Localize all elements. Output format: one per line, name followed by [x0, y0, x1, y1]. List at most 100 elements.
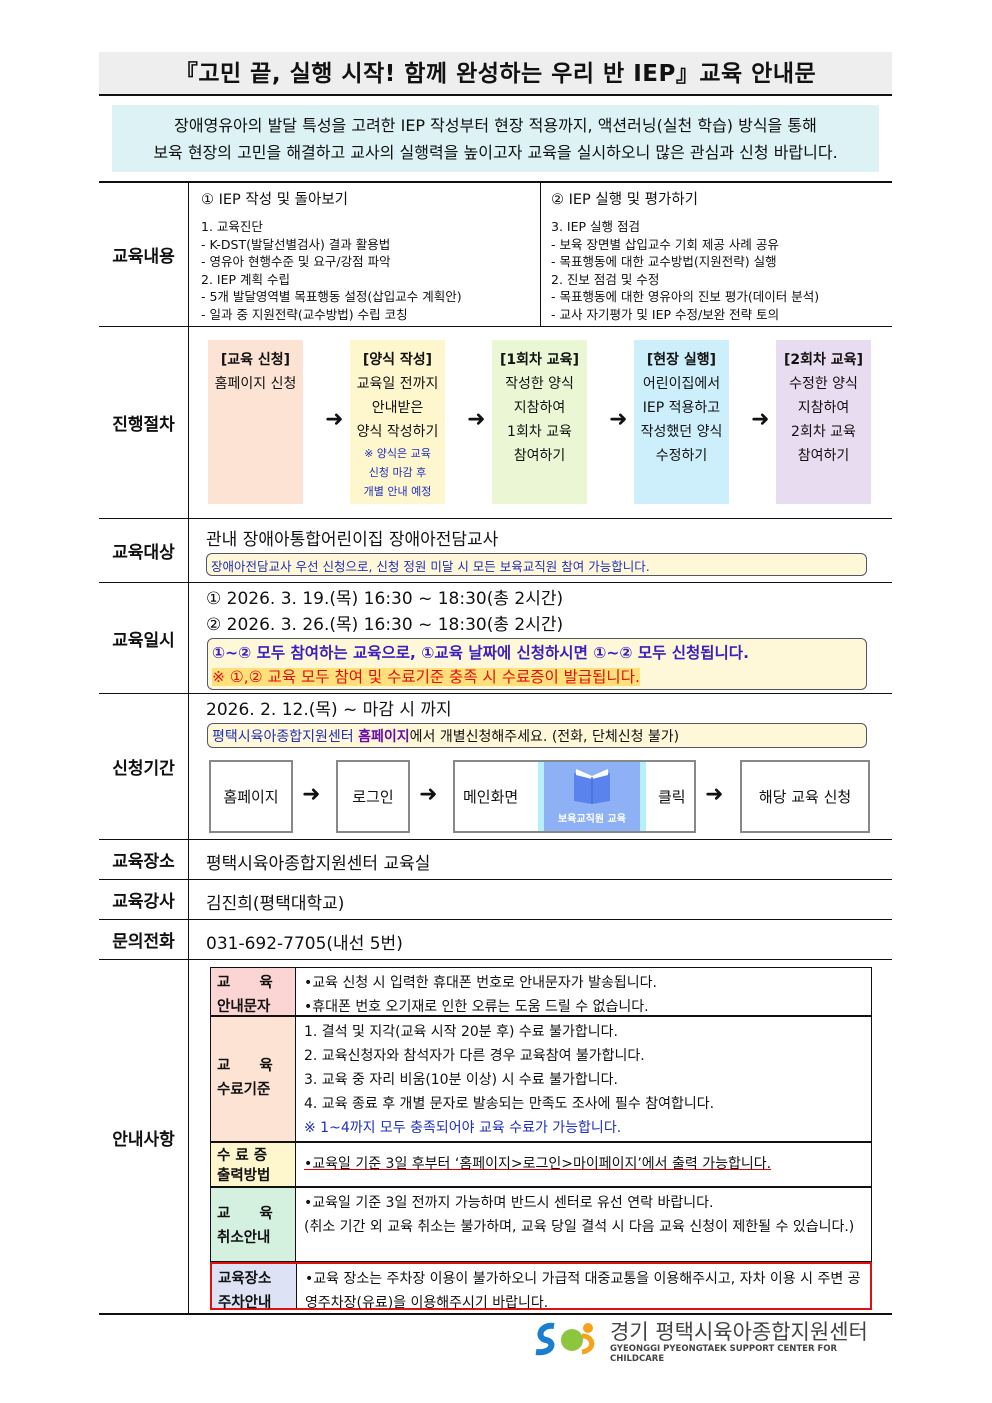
- notice-label: 수 료 증 출력방법: [211, 1143, 296, 1186]
- step-title: [2회차 교육]: [784, 352, 863, 368]
- notice-label: 교 육 안내문자: [211, 968, 296, 1015]
- part-heading: ① IEP 작성 및 돌아보기: [201, 192, 348, 208]
- step-line: IEP 적용하고: [642, 400, 721, 416]
- row-schedule: 교육일시 ① 2026. 3. 19.(목) 16:30 ~ 18:30(총 2…: [99, 583, 892, 694]
- step-homepage: 홈페이지: [209, 760, 293, 833]
- step-note: ※ 양식은 교육: [364, 447, 431, 460]
- notice-sms: 교 육 안내문자 •교육 신청 시 입력한 휴대폰 번호로 안내문자가 발송됩니다…: [210, 967, 872, 1016]
- row-lecturer: 교육강사 김진희(평택대학교): [99, 880, 892, 920]
- arrow-icon: ➜: [705, 782, 724, 807]
- notice-parking: 교육장소 주차안내 •교육 장소는 주차장 이용이 불가하오니 가급적 대중교통을…: [210, 1262, 872, 1311]
- homepage-text: 홈페이지: [358, 729, 410, 745]
- notice-label: 교 육 취소안내: [211, 1188, 296, 1261]
- step-line: 수정한 양식: [789, 376, 858, 392]
- content-part2: ② IEP 실행 및 평가하기 3. IEP 실행 점검 - 보육 장면별 삽입…: [541, 183, 892, 326]
- intro-line: 장애영유아의 발달 특성을 고려한 IEP 작성부터 현장 적용까지, 액션러닝…: [174, 116, 817, 135]
- banner-label: 보육교직원 교육: [558, 814, 626, 825]
- step-line: 지참하여: [797, 400, 850, 416]
- step-click-label: 클릭: [658, 788, 686, 806]
- process-step: [1회차 교육] 작성한 양식 지참하여 1회차 교육 참여하기: [492, 340, 587, 504]
- target-text: 관내 장애아통합어린이집 장애아전담교사: [206, 530, 499, 550]
- part-line: - 목표행동에 대한 영유아의 진보 평가(데이터 분석): [551, 289, 820, 304]
- step-line: 1회차 교육: [507, 424, 572, 440]
- intro-box: 장애영유아의 발달 특성을 고려한 IEP 작성부터 현장 적용까지, 액션러닝…: [112, 105, 879, 172]
- notice-content: •교육 신청 시 입력한 휴대폰 번호로 안내문자가 발송됩니다. •휴대폰 번호…: [304, 975, 657, 1015]
- row-process: 진행절차 [교육 신청] 홈페이지 신청 ➜ [양식 작성] 교육일 전까지 안내받은 양식…: [99, 327, 892, 519]
- step-line: 어린이집에서: [642, 376, 721, 392]
- place-text: 평택시육아종합지원센터 교육실: [206, 854, 431, 874]
- arrow-icon: ➜: [419, 782, 438, 807]
- center-name: 평택시육아종합지원센터: [212, 729, 359, 745]
- notice-cancel: 교 육 취소안내 •교육일 기준 3일 전까지 가능하며 반드시 센터로 유선 연…: [210, 1187, 872, 1262]
- step-login: 로그인: [336, 760, 410, 833]
- part-line: - 일과 중 지원전략(교수방법) 수립 코칭: [201, 306, 408, 322]
- row-label: 교육일시: [99, 583, 189, 693]
- notice-certificate: 수 료 증 출력방법 •교육일 기준 3일 후부터 ‘홈페이지>로그인>마이페이지…: [210, 1142, 872, 1187]
- info-table: 교육내용 ① IEP 작성 및 돌아보기 1. 교육진단 - K-DST(발달선…: [99, 181, 892, 1315]
- notice-completion: 교 육 수료기준 1. 결석 및 지각(교육 시작 20분 후) 수료 불가합니다…: [210, 1016, 872, 1142]
- notice-content: •교육일 기준 3일 후부터 ‘홈페이지>로그인>마이페이지’에서 출력 가능합…: [304, 1156, 772, 1172]
- part-line: - 교사 자기평가 및 IEP 수정/보완 전략 토의: [551, 306, 780, 322]
- notice-content: •교육 장소는 주차장 이용이 불가하오니 가급적 대중교통을 이용해주시고, …: [305, 1271, 861, 1311]
- apply-note-rest: 에서 개별신청해주세요. (전화, 단체신청 불가): [409, 729, 680, 745]
- step-title: [1회차 교육]: [500, 352, 579, 368]
- step-title: [교육 신청]: [220, 352, 291, 368]
- arrow-icon: ➜: [609, 407, 628, 432]
- row-target: 교육대상 관내 장애아통합어린이집 장애아전담교사 장애아전담교사 우선 신청으…: [99, 519, 892, 583]
- step-line: 참여하기: [797, 448, 850, 464]
- step-note: 신청 마감 후: [368, 466, 427, 479]
- step-line: 양식 작성하기: [356, 424, 439, 440]
- row-content: 교육내용 ① IEP 작성 및 돌아보기 1. 교육진단 - K-DST(발달선…: [99, 183, 892, 327]
- row-label: 문의전화: [99, 920, 189, 959]
- target-note: 장애아전담교사 우선 신청으로, 신청 정원 미달 시 모든 보육교직원 참여 …: [206, 553, 867, 576]
- arrow-icon: ➜: [325, 407, 344, 432]
- book-icon: [574, 769, 610, 804]
- footer-logo: 경기 평택시육아종합지원센터 GYEONGGI PYEONGTAEK SUPPO…: [532, 1318, 892, 1364]
- row-phone: 문의전화 031-692-7705(내선 5번): [99, 920, 892, 960]
- part-line: 1. 교육진단: [201, 219, 263, 234]
- row-label: 교육강사: [99, 880, 189, 919]
- part-line: 2. 진보 점검 및 수정: [551, 271, 660, 287]
- intro-line: 보육 현장의 고민을 해결하고 교사의 실행력을 높이고자 교육을 실시하오니 …: [153, 143, 838, 162]
- part-line: - 5개 발달영역별 목표행동 설정(삽입교수 계획안): [201, 289, 462, 304]
- row-label: 교육장소: [99, 840, 189, 879]
- arrow-icon: ➜: [302, 782, 321, 807]
- center-logo-icon: [535, 1322, 595, 1356]
- part-line: - 보육 장면별 삽입교수 기회 제공 사례 공유: [551, 236, 779, 252]
- step-line: 2회차 교육: [791, 424, 856, 440]
- step-note: 개별 안내 예정: [363, 485, 432, 498]
- row-apply: 신청기간 2026. 2. 12.(목) ~ 마감 시 까지 평택시육아종합지원…: [99, 694, 892, 840]
- content-part1: ① IEP 작성 및 돌아보기 1. 교육진단 - K-DST(발달선별검사) …: [189, 183, 541, 326]
- row-label: 교육내용: [99, 183, 189, 326]
- org-name-en: GYEONGGI PYEONGTAEK SUPPORT CENTER FOR C…: [610, 1344, 838, 1364]
- schedule-note-sub: ※ ①,② 교육 모두 참여 및 수료기준 충족 시 수료증이 발급됩니다.: [212, 668, 640, 686]
- step-line: 참여하기: [513, 448, 566, 464]
- row-notice: 안내사항 교 육 안내문자 •교육 신청 시 입력한 휴대폰 번호로 안내문자가 …: [99, 960, 892, 1315]
- notice-content: •교육일 기준 3일 전까지 가능하며 반드시 센터로 유선 연락 바랍니다.(…: [304, 1195, 855, 1235]
- step-line: 작성했던 양식: [640, 424, 723, 440]
- row-place: 교육장소 평택시육아종합지원센터 교육실: [99, 840, 892, 880]
- part-line: - 목표행동에 대한 교수방법(지원전략) 실행: [551, 254, 777, 269]
- step-title: [현장 실행]: [646, 352, 717, 368]
- org-name-ko: 경기 평택시육아종합지원센터: [610, 1320, 868, 1344]
- step-main: 메인화면 보육교직원 교육 클릭: [453, 760, 696, 833]
- step-line: 교육일 전까지: [356, 376, 439, 392]
- row-label: 안내사항: [99, 960, 189, 1315]
- step-apply: 해당 교육 신청: [740, 760, 870, 833]
- part-heading: ② IEP 실행 및 평가하기: [551, 192, 698, 208]
- step-title: [양식 작성]: [362, 352, 433, 368]
- process-step: [교육 신청] 홈페이지 신청: [208, 340, 303, 504]
- row-label: 교육대상: [99, 519, 189, 582]
- arrow-icon: ➜: [467, 407, 486, 432]
- step-line: 안내받은: [371, 400, 424, 416]
- schedule-note-main: ①~② 모두 참여하는 교육으로, ①교육 날짜에 신청하시면 ①~② 모두 신…: [212, 644, 749, 662]
- apply-note: 평택시육아종합지원센터 홈페이지에서 개별신청해주세요. (전화, 단체신청 불…: [207, 723, 867, 748]
- lecturer-text: 김진희(평택대학교): [206, 894, 345, 914]
- page-title: 『고민 끝, 실행 시작! 함께 완성하는 우리 반 IEP』교육 안내문: [99, 52, 892, 96]
- date-2: ② 2026. 3. 26.(목) 16:30 ~ 18:30(총 2시간): [206, 615, 564, 635]
- phone-text: 031-692-7705(내선 5번): [206, 934, 403, 954]
- step-line: 작성한 양식: [505, 376, 574, 392]
- arrow-icon: ➜: [751, 407, 770, 432]
